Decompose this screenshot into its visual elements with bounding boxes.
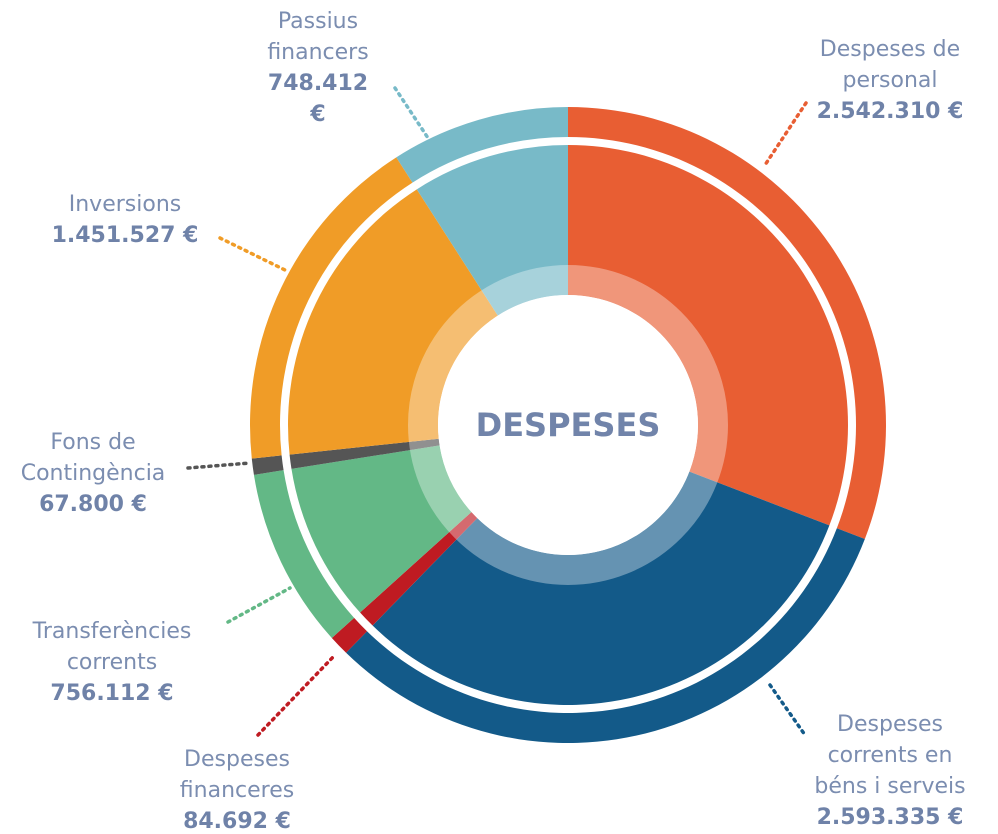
slice [291,445,472,613]
chart-title: DESPESES [475,406,661,444]
slice [289,438,440,469]
slice [416,145,568,316]
slice [360,512,478,626]
inner-band [408,265,728,585]
center [438,295,698,555]
value-label: 2.593.335 € [816,805,964,830]
value-label: 1.451.527 € [51,223,199,248]
leader-line [768,683,807,737]
category-name: Passius financers [267,9,369,65]
outer-ring-segment [251,455,284,475]
leader-line [226,586,292,624]
slice-label: Fons de Contingència 67.800 € [8,427,178,520]
value-label: 84.692 € [183,809,291,834]
category-name: Fons de Contingència [20,430,166,486]
category-name: Despeses financeres [179,747,295,803]
value-label: 2.542.310 € [816,99,964,124]
leader-line [393,86,430,140]
value-label: 67.800 € [39,492,147,517]
slice [568,145,848,526]
outer-ring-segment [253,470,355,638]
value-label: 748.412 € [267,71,369,127]
leader-line [186,461,252,470]
outer-ring-segment [331,617,368,653]
slice-label: Despeses de personal 2.542.310 € [805,34,975,127]
outer-ring-segment [249,157,413,459]
category-name: Transferències corrents [32,619,192,675]
value-label: 756.112 € [50,681,174,706]
leader-line [256,653,337,737]
leader-line [218,236,287,272]
slice [288,189,498,455]
category-name: Despeses de personal [819,37,961,93]
category-name: Inversions [68,192,182,217]
outer-ring-segment [396,107,568,183]
leader-line [763,101,808,167]
slice-label: Inversions 1.451.527 € [25,189,225,251]
slice-label: Transferències corrents 756.112 € [12,616,212,709]
slice-label: Passius financers 748.412 € [258,6,378,130]
slice-label: Despeses financeres 84.692 € [167,744,307,834]
category-name: Despeses corrents en béns i serveis [814,712,966,799]
outer-ring-segment [568,107,886,540]
outer-ring-segment [346,528,865,743]
slice-label: Despeses corrents en béns i serveis 2.593… [800,709,980,833]
slice [372,471,830,705]
